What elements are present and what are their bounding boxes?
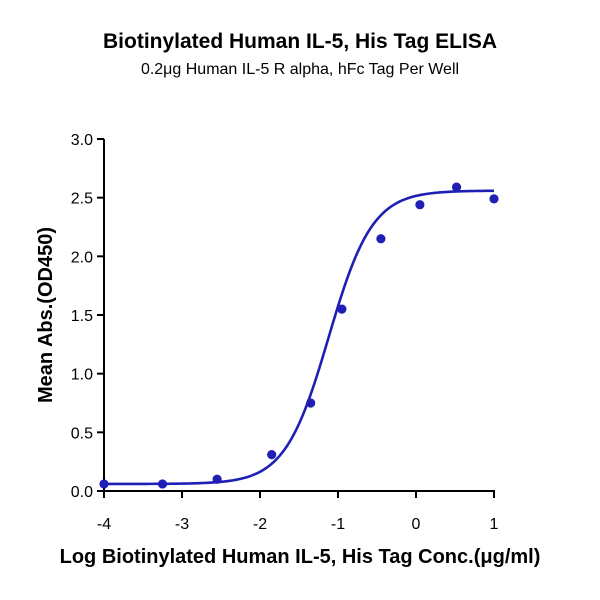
data-point <box>337 304 347 314</box>
data-point <box>306 398 316 408</box>
data-points <box>99 182 499 489</box>
y-axis-title: Mean Abs.(OD450) <box>35 227 57 403</box>
x-axis-title: Log Biotinylated Human IL-5, His Tag Con… <box>60 546 541 568</box>
x-tick-label: -1 <box>331 516 345 533</box>
x-tick-label: 0 <box>412 516 421 533</box>
data-point <box>212 474 222 484</box>
chart-title: Biotinylated Human IL-5, His Tag ELISA <box>103 30 497 53</box>
x-tick-label: -2 <box>253 516 267 533</box>
x-tick-label: 1 <box>490 516 499 533</box>
y-tick-label: 2.0 <box>71 249 93 266</box>
data-point <box>489 194 499 204</box>
axes: 0.0 0.5 1.0 1.5 2.0 2.5 3.0 -4 -3 -2 -1 0 1 <box>71 132 499 533</box>
y-tick-label: 1.5 <box>71 308 93 325</box>
x-tick-label: -4 <box>97 516 111 533</box>
fit-curve <box>104 189 495 486</box>
data-point <box>267 450 277 460</box>
y-tick-label: 0.5 <box>71 425 93 442</box>
data-point <box>415 200 425 210</box>
data-point <box>157 479 168 489</box>
data-point <box>376 234 386 244</box>
y-tick-label: 0.0 <box>71 484 93 501</box>
data-point <box>99 479 109 489</box>
data-point <box>451 182 462 192</box>
y-tick-label: 1.0 <box>71 367 93 384</box>
chart-subtitle: 0.2μg Human IL-5 R alpha, hFc Tag Per We… <box>140 61 460 78</box>
fit-curve-group <box>104 189 495 486</box>
y-tick-label: 3.0 <box>71 132 93 149</box>
x-tick-label: -3 <box>175 516 189 533</box>
y-tick-label: 2.5 <box>71 191 93 208</box>
